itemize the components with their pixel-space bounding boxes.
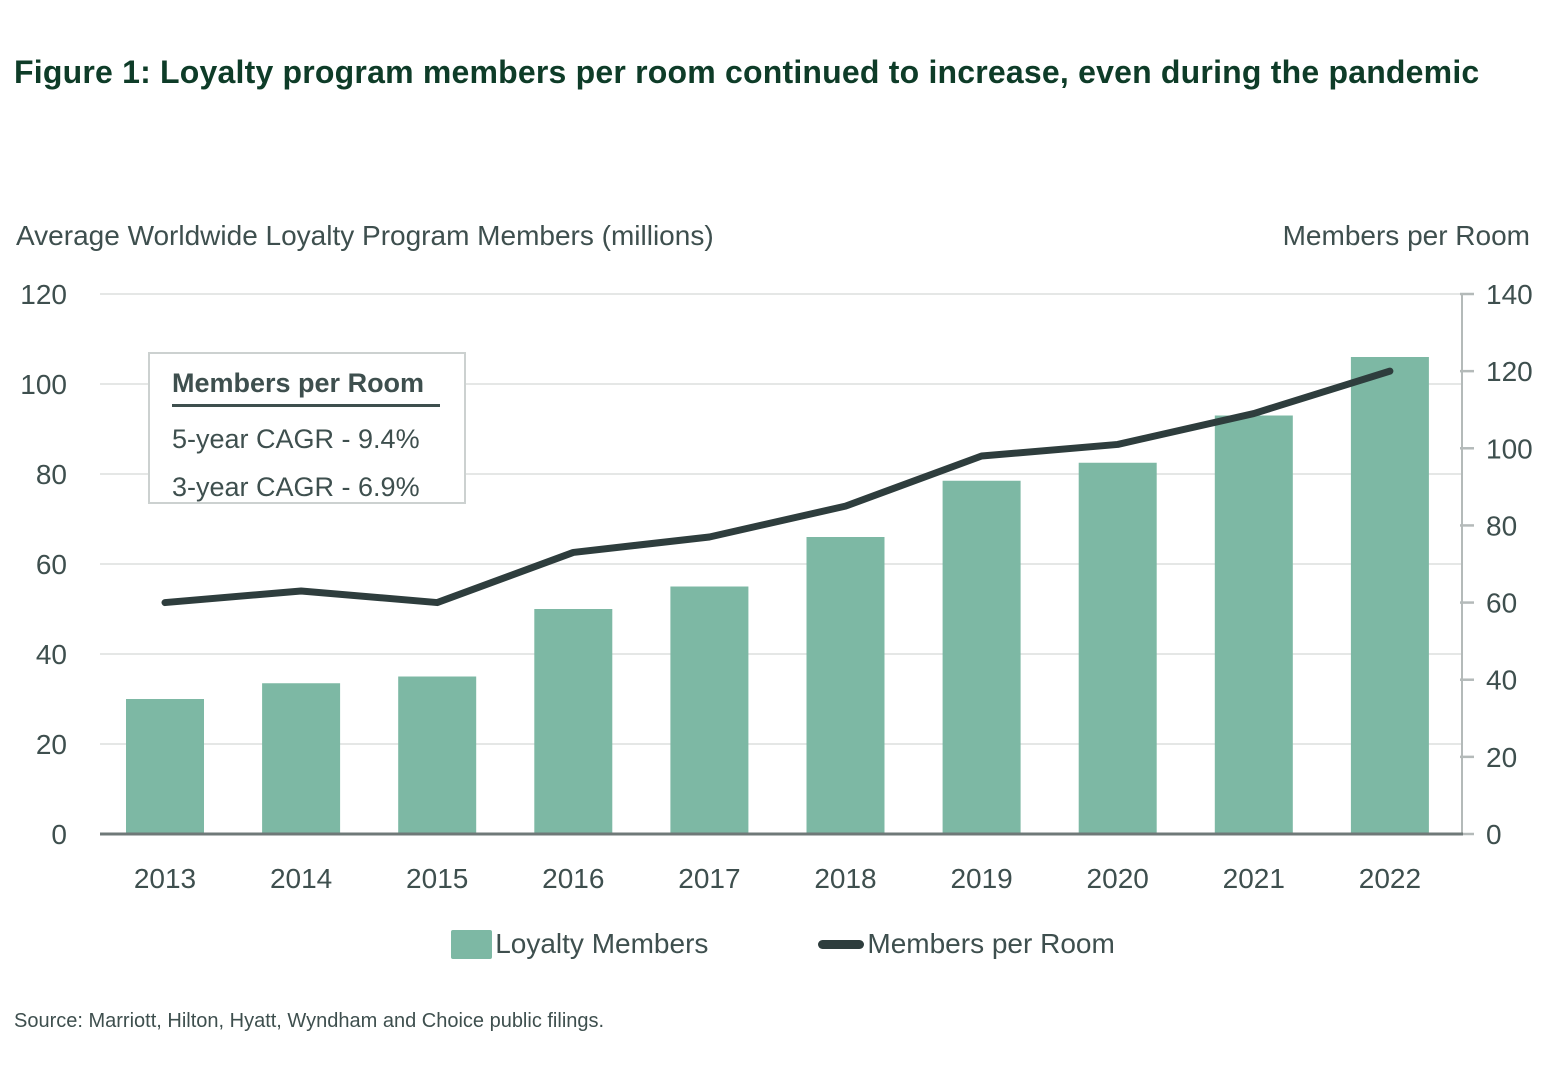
bar-2021 [1214, 415, 1293, 834]
bar-2022 [1350, 357, 1429, 834]
right-tick-label-40: 40 [1486, 665, 1517, 696]
left-tick-label-0: 0 [51, 819, 67, 850]
x-axis-label-2013: 2013 [134, 863, 196, 894]
x-axis-label-2022: 2022 [1359, 863, 1421, 894]
x-axis-label-2021: 2021 [1223, 863, 1285, 894]
right-axis-title: Members per Room [1282, 220, 1530, 251]
right-tick-label-20: 20 [1486, 742, 1517, 773]
chart-legend: Loyalty Members Members per Room [0, 928, 1566, 960]
right-tick-label-0: 0 [1486, 819, 1502, 850]
right-tick-label-140: 140 [1486, 279, 1533, 310]
left-axis-tick-labels: 0 20 40 60 80 100 120 [20, 279, 67, 850]
annotation-3yr-cagr: 3-year CAGR - 6.9% [172, 472, 420, 502]
annotation-5yr-cagr: 5-year CAGR - 9.4% [172, 424, 420, 454]
bar-2020 [1078, 462, 1157, 834]
left-tick-label-40: 40 [36, 639, 67, 670]
bar-2013 [126, 699, 204, 834]
legend-item-members-per-room: Members per Room [818, 928, 1115, 960]
x-axis-label-2017: 2017 [678, 863, 740, 894]
left-axis-title: Average Worldwide Loyalty Program Member… [16, 220, 714, 251]
bar-swatch-icon [451, 929, 493, 959]
line-swatch-icon [818, 939, 865, 949]
right-tick-label-80: 80 [1486, 510, 1517, 541]
bar-2016 [534, 609, 613, 834]
legend-label-members-per-room: Members per Room [867, 928, 1115, 959]
left-tick-label-100: 100 [20, 369, 67, 400]
x-axis-label-2020: 2020 [1087, 863, 1149, 894]
loyalty-members-bars [126, 357, 1429, 834]
x-axis-labels: 2013 2014 2015 2016 2017 2018 2019 2020 2021 2022 [134, 863, 1421, 894]
left-tick-label-20: 20 [36, 729, 67, 760]
bar-2019 [942, 480, 1021, 834]
bar-2018 [806, 537, 885, 834]
right-tick-label-120: 120 [1486, 356, 1533, 387]
bar-2015 [398, 676, 477, 834]
x-axis-label-2019: 2019 [950, 863, 1012, 894]
right-tick-label-60: 60 [1486, 588, 1517, 619]
x-axis-label-2016: 2016 [542, 863, 604, 894]
x-axis-label-2015: 2015 [406, 863, 468, 894]
bar-2017 [670, 586, 749, 834]
left-tick-label-120: 120 [20, 279, 67, 310]
source-attribution: Source: Marriott, Hilton, Hyatt, Wyndham… [14, 1010, 605, 1032]
cagr-annotation-box: Members per Room 5-year CAGR - 9.4% 3-ye… [148, 352, 466, 504]
annotation-title: Members per Room [172, 368, 441, 407]
left-tick-label-80: 80 [36, 459, 67, 490]
x-axis-label-2018: 2018 [814, 863, 876, 894]
left-tick-label-60: 60 [36, 549, 67, 580]
right-tick-label-100: 100 [1486, 433, 1533, 464]
legend-label-loyalty-members: Loyalty Members [495, 928, 709, 959]
x-axis-label-2014: 2014 [270, 863, 332, 894]
members-per-room-line [161, 367, 1394, 607]
legend-item-loyalty-members: Loyalty Members [451, 928, 708, 960]
bar-2014 [262, 683, 341, 834]
figure-title: Figure 1: Loyalty program members per ro… [14, 54, 1480, 90]
right-axis: 0 20 40 60 80 100 120 140 [1460, 279, 1533, 850]
